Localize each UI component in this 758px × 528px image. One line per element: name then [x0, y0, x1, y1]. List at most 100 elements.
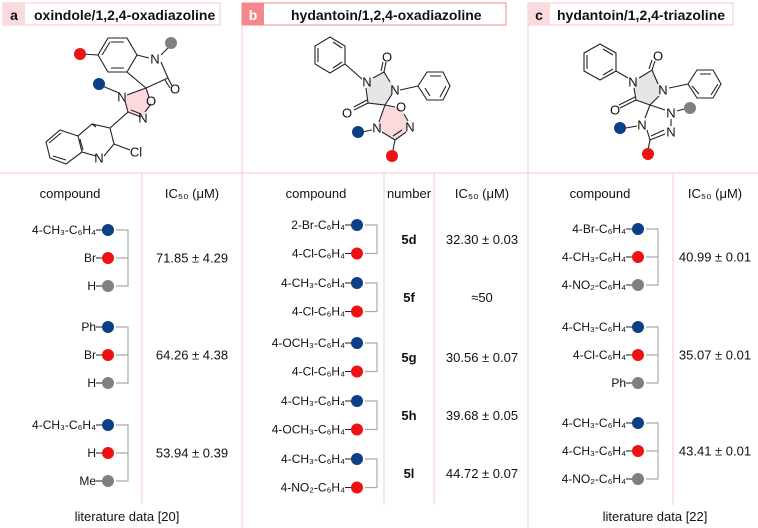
substituent-label: Ph [81, 320, 96, 334]
grey-substituent-dot [684, 102, 696, 114]
atom-label: Cl [130, 145, 142, 160]
red-substituent-dot [351, 247, 363, 260]
blue-substituent-dot [102, 224, 114, 236]
group-bracket [365, 282, 378, 313]
red-substituent-dot [102, 447, 114, 459]
substituent-label: 4-Cl-C₆H₄ [292, 365, 345, 379]
structure-oxindole-oxadiazoline: N O N O N N Cl [45, 37, 180, 166]
structure-hydantoin-triazoline: N O N O N N N [583, 43, 722, 160]
blue-substituent-dot [632, 223, 644, 235]
atom-label: N [150, 52, 159, 67]
column-header-number: number [387, 186, 432, 201]
substituent-label: 4-NO₂-C₆H₄ [281, 481, 345, 495]
red-substituent-dot [102, 252, 114, 264]
substituent-label: 4-NO₂-C₆H₄ [562, 278, 626, 292]
ic50-value: 64.26 ± 4.38 [156, 348, 228, 363]
panel-title: hydantoin/1,2,4-oxadiazoline [291, 7, 482, 23]
ic50-value: 39.68 ± 0.05 [446, 408, 518, 423]
footnote: literature data [20] [75, 509, 180, 524]
substituent-label: 4-NO₂-C₆H₄ [562, 472, 626, 486]
blue-substituent-dot [352, 126, 364, 138]
panel-letter: c [535, 7, 543, 23]
atom-label: N [94, 151, 103, 166]
red-substituent-dot [74, 48, 86, 60]
grey-substituent-dot [102, 377, 114, 389]
ic50-value: 32.30 ± 0.03 [446, 232, 518, 247]
group-bracket [646, 422, 659, 480]
red-substituent-dot [351, 365, 363, 378]
group-bracket [365, 342, 378, 373]
ic50-value: 40.99 ± 0.01 [679, 250, 751, 265]
compound-number: 5l [404, 466, 415, 481]
substituent-label: H [87, 376, 96, 390]
red-substituent-dot [386, 150, 398, 162]
column-header-ic50: IC₅₀ (μM) [455, 186, 509, 201]
atom-label: N [637, 118, 646, 133]
substituent-label: H [87, 446, 96, 460]
substituent-label: Ph [611, 376, 626, 390]
ic50-value: 35.07 ± 0.01 [679, 348, 751, 363]
red-substituent-dot [351, 481, 363, 494]
substituent-label: 4-OCH₃-C₆H₄ [272, 423, 345, 437]
red-substituent-dot [102, 349, 114, 361]
data-rows: 4-CH₃-C₆H₄ Br H 71.85 ± 4.29 Ph Br H 64.26 ± 4.… [32, 218, 751, 495]
column-header-compound: compound [286, 186, 347, 201]
column-header-ic50: IC₅₀ (μM) [688, 186, 742, 201]
blue-substituent-dot [102, 321, 114, 333]
column-header-compound: compound [40, 186, 101, 201]
atom-label: O [653, 49, 663, 64]
substituent-label: Br [84, 251, 96, 265]
ic50-value: 43.41 ± 0.01 [679, 444, 751, 459]
grey-substituent-dot [102, 280, 114, 292]
structure-hydantoin-oxadiazoline: N O N O O N N [314, 36, 451, 162]
red-substituent-dot [632, 445, 644, 457]
group-bracket [646, 228, 659, 286]
atom-label: N [666, 125, 675, 140]
substituent-label: 4-CH₃-C₆H₄ [281, 394, 345, 408]
group-bracket [116, 229, 129, 287]
substituent-label: 4-Cl-C₆H₄ [292, 305, 345, 319]
blue-substituent-dot [102, 419, 114, 431]
compound-number: 5h [401, 408, 416, 423]
blue-substituent-dot [351, 395, 363, 407]
blue-substituent-dot [351, 277, 363, 289]
red-substituent-dot [642, 148, 654, 160]
substituent-label: 4-Br-C₆H₄ [572, 222, 626, 236]
compound-number: 5f [403, 290, 415, 305]
grey-substituent-dot [632, 279, 644, 291]
substituent-label: 4-OCH₃-C₆H₄ [272, 336, 345, 350]
substituent-label: 4-CH₃-C₆H₄ [281, 276, 345, 290]
panel-c-header: c hydantoin/1,2,4-triazoline [527, 2, 734, 26]
group-bracket [116, 424, 129, 482]
atom-label: O [382, 50, 392, 65]
atom-label: N [666, 106, 675, 121]
panel-a-header: a oxindole/1,2,4-oxadiazoline [2, 2, 221, 26]
panel-title: oxindole/1,2,4-oxadiazoline [34, 7, 215, 23]
substituent-label: 4-CH₃-C₆H₄ [562, 416, 626, 430]
red-substituent-dot [632, 349, 644, 361]
blue-substituent-dot [632, 321, 644, 333]
panel-letter: a [10, 7, 18, 23]
substituent-label: 4-CH₃-C₆H₄ [32, 418, 96, 432]
ic50-value: 44.72 ± 0.07 [446, 466, 518, 481]
substituent-label: 4-CH₃-C₆H₄ [562, 250, 626, 264]
blue-substituent-dot [93, 78, 105, 90]
substituent-label: 2-Br-C₆H₄ [291, 218, 345, 232]
atom-label: N [372, 121, 381, 136]
atom-label: N [405, 120, 414, 135]
atom-label: N [362, 75, 371, 90]
panel-b-header: b hydantoin/1,2,4-oxadiazoline [241, 2, 507, 26]
substituent-label: 4-CH₃-C₆H₄ [562, 444, 626, 458]
substituent-label: 4-CH₃-C₆H₄ [281, 452, 345, 466]
grey-substituent-dot [632, 473, 644, 485]
atom-label: O [342, 106, 352, 121]
group-bracket [365, 224, 378, 255]
substituent-label: 4-Cl-C₆H₄ [573, 348, 626, 362]
atom-label: O [170, 82, 180, 97]
ic50-value: 30.56 ± 0.07 [446, 350, 518, 365]
blue-substituent-dot [632, 417, 644, 429]
ic50-value: 71.85 ± 4.29 [156, 251, 228, 266]
substituent-label: H [87, 279, 96, 293]
blue-substituent-dot [351, 453, 363, 465]
